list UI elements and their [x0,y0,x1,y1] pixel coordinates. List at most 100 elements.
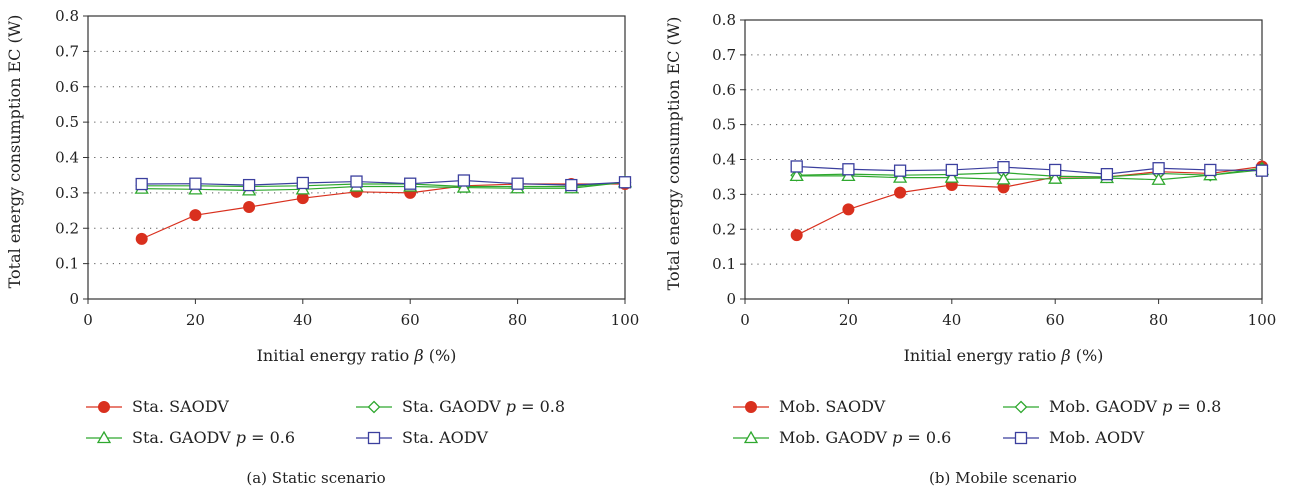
series-line [796,165,1263,236]
x-tick-label: 80 [508,311,527,329]
data-point [892,170,908,183]
series-line [141,179,626,186]
legend-entry: Mob. GAODV p = 0.6 [733,428,951,447]
data-point [1100,167,1114,181]
series-line [141,181,626,188]
y-tick-label: 0.7 [712,46,736,64]
data-point [944,170,959,183]
data-point [243,201,256,214]
data-point [1204,163,1217,177]
legend-label: Sta. SAODV [132,397,229,416]
data-point [1152,162,1165,175]
legend-marker [745,401,757,413]
data-point [1255,164,1269,177]
legend-label: Sta. AODV [402,428,488,447]
legend-marker [367,431,381,445]
series-line [141,183,625,240]
data-point [945,163,958,177]
y-tick-label: 0.6 [55,78,79,96]
data-point [790,160,803,173]
legend-marker [367,400,381,414]
legend-entry: Sta. SAODV [86,397,229,416]
legend-entry: Mob. SAODV [733,397,886,416]
y-axis-label: Total energy consumption EC (W) [5,15,24,289]
y-tick-label: 0.4 [55,149,79,167]
plot-area [744,19,1263,300]
y-tick-label: 0.2 [55,219,79,237]
data-point [350,175,363,188]
legend-marker [98,401,110,413]
series-line [796,165,1263,175]
x-tick-label: 60 [1046,311,1065,329]
data-point [457,174,471,187]
x-tick-label: 60 [401,311,420,329]
legend-marker [743,430,759,444]
y-tick-label: 0.3 [712,185,736,203]
legend-label: Mob. GAODV p = 0.8 [1049,397,1221,416]
legend-label: Mob. GAODV p = 0.6 [779,428,951,447]
y-tick-label: 0.8 [55,7,79,25]
x-axis-label: Initial energy ratio β (%) [904,346,1104,365]
legend-label: Mob. AODV [1049,428,1145,447]
legend-marker [1014,400,1028,414]
legend-label: Sta. GAODV p = 0.8 [402,397,565,416]
y-tick-label: 0.7 [55,42,79,60]
data-point [189,209,202,222]
y-tick-label: 0.4 [712,151,736,169]
legend-label: Mob. SAODV [779,397,886,416]
data-point [404,177,417,190]
legend-marker [1014,431,1028,445]
y-tick-label: 0.5 [55,113,79,131]
data-point [242,178,256,192]
data-point [1048,171,1063,184]
figure-caption: (a) Static scenario [246,469,385,487]
legend-entry: Mob. GAODV p = 0.8 [1003,397,1221,416]
data-point [997,161,1010,174]
data-point [894,186,907,199]
x-axis-label: Initial energy ratio β (%) [257,346,457,365]
x-tick-label: 100 [1248,311,1277,329]
x-tick-label: 0 [740,311,750,329]
data-point [618,176,632,189]
data-point [135,232,148,245]
data-point [135,177,148,191]
plot-area [87,15,626,300]
y-tick-label: 0.1 [55,255,79,273]
data-point [789,168,804,182]
data-point [1049,163,1062,177]
legend-entry: Sta. GAODV p = 0.8 [356,397,565,416]
data-point [565,178,578,192]
data-point [842,163,855,176]
y-tick-label: 0.2 [712,220,736,238]
series-0 [790,160,1268,242]
figure-caption: (b) Mobile scenario [929,469,1077,487]
y-tick-label: 0.1 [712,255,736,273]
x-tick-label: 20 [186,311,205,329]
data-point [456,180,472,193]
chart-panel-mobile: 0 0.1 0.2 0.3 0.4 0.5 0.6 0.7 0.8 0 20 40 60 80 100 Ini… [664,11,1276,487]
y-tick-label: 0.6 [712,81,736,99]
y-tick-label: 0 [69,290,79,308]
series-line [796,169,1263,181]
y-tick-label: 0.8 [712,11,736,29]
data-point [790,229,803,242]
data-point [189,177,202,190]
x-tick-label: 40 [293,311,312,329]
x-tick-label: 100 [611,311,640,329]
legend-entry: Sta. AODV [356,428,488,447]
data-point [842,203,855,216]
y-axis-label: Total energy consumption EC (W) [664,17,683,291]
data-point [511,177,524,190]
chart-panel-static: 0 0.1 0.2 0.3 0.4 0.5 0.6 0.7 0.8 0 20 40 60 80 100 Ini… [5,7,639,487]
legend-marker [96,430,112,444]
series-3 [790,160,1269,181]
x-tick-label: 0 [83,311,93,329]
data-point [296,176,309,190]
x-tick-label: 80 [1149,311,1168,329]
series-line [796,167,1263,178]
data-point [1151,172,1166,185]
legend-entry: Mob. AODV [1003,428,1145,447]
data-point [893,164,907,177]
series-line [141,181,626,191]
